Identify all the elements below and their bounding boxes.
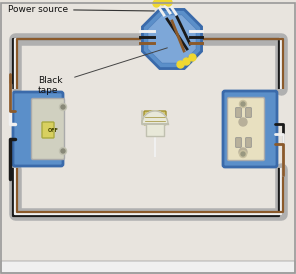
Circle shape [239, 148, 247, 156]
Polygon shape [142, 9, 202, 68]
FancyBboxPatch shape [42, 122, 54, 138]
FancyBboxPatch shape [1, 261, 295, 273]
Circle shape [59, 104, 67, 110]
Circle shape [61, 105, 65, 109]
Polygon shape [148, 15, 196, 63]
Circle shape [239, 101, 247, 107]
FancyBboxPatch shape [246, 138, 251, 147]
Polygon shape [142, 124, 168, 136]
Text: OFF: OFF [48, 127, 58, 133]
FancyBboxPatch shape [223, 91, 277, 167]
Circle shape [239, 150, 247, 158]
Polygon shape [142, 111, 168, 124]
Text: Power source: Power source [8, 5, 154, 14]
Circle shape [241, 102, 245, 106]
FancyBboxPatch shape [246, 108, 251, 117]
FancyBboxPatch shape [144, 111, 166, 125]
FancyBboxPatch shape [228, 98, 265, 161]
Circle shape [61, 149, 65, 153]
Text: Black
tape: Black tape [38, 76, 62, 95]
Circle shape [239, 118, 247, 126]
FancyBboxPatch shape [236, 108, 241, 117]
FancyBboxPatch shape [236, 138, 241, 147]
Circle shape [241, 152, 245, 156]
FancyBboxPatch shape [31, 98, 65, 159]
FancyBboxPatch shape [13, 92, 63, 166]
Circle shape [59, 147, 67, 155]
